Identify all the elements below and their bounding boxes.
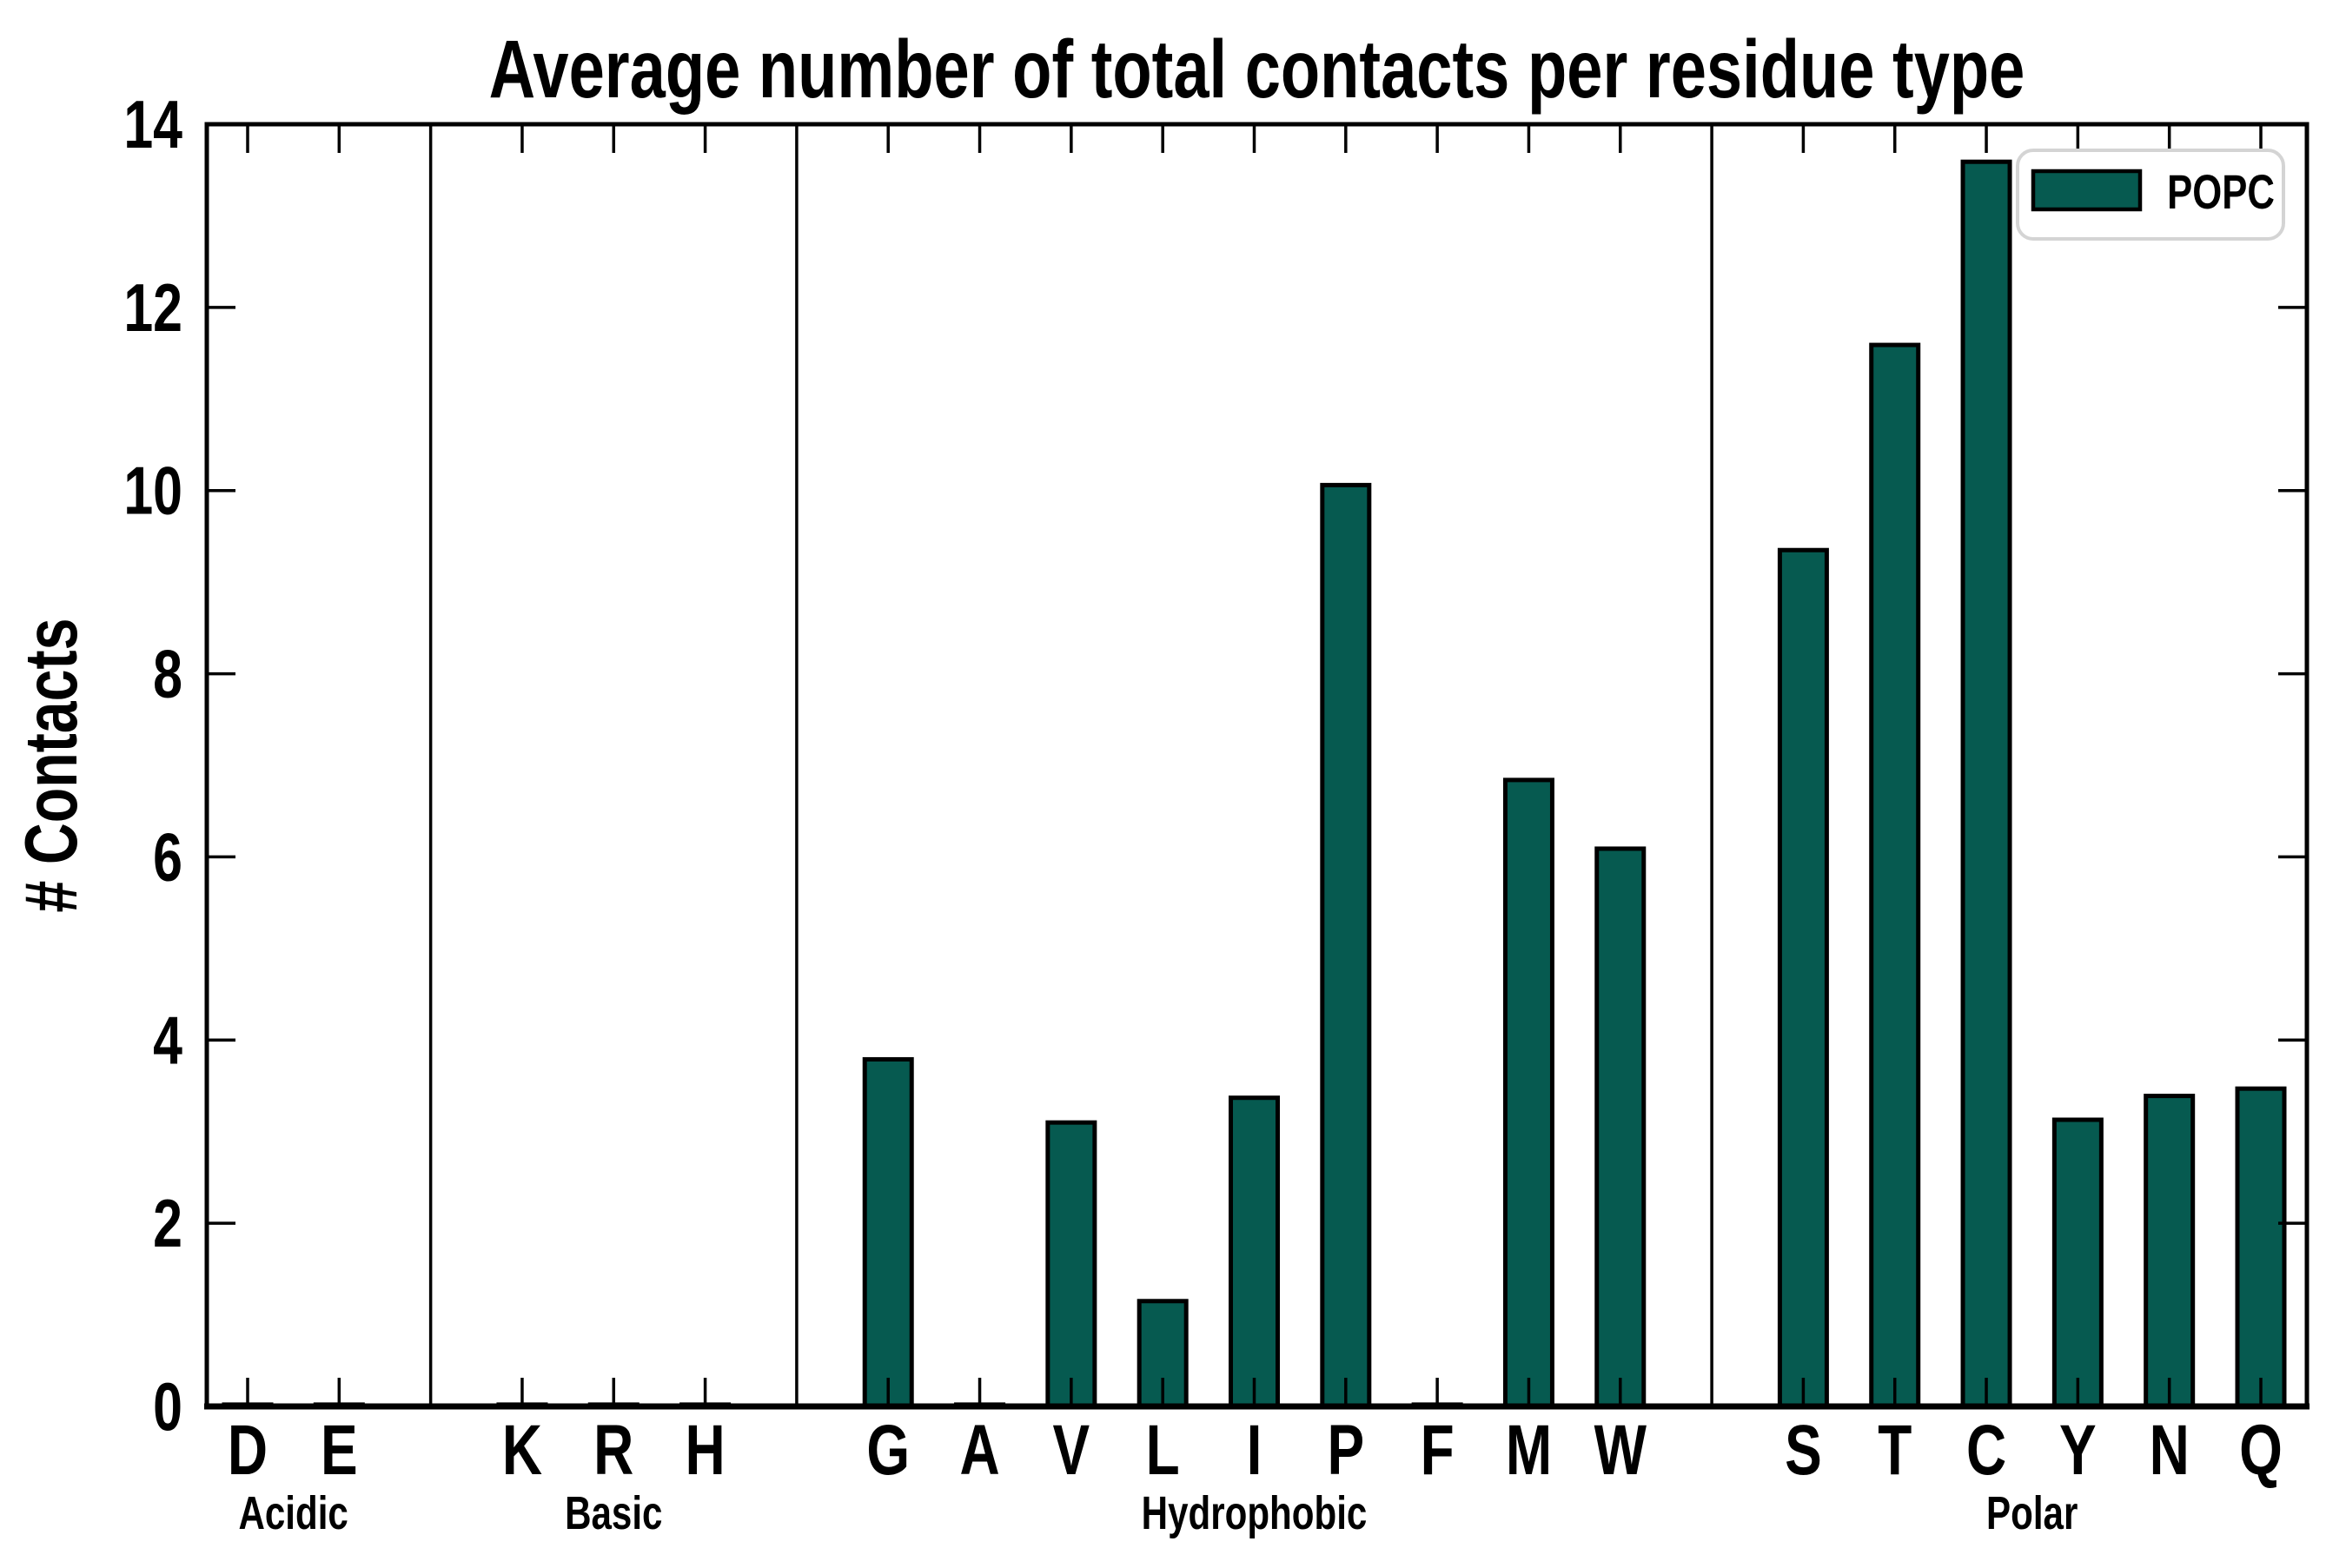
bar-N <box>2144 1094 2196 1409</box>
chart-title: Average number of total contacts per res… <box>489 23 2025 116</box>
bar-P <box>1320 482 1372 1409</box>
bar-S <box>1777 547 1829 1409</box>
x-tick-label-P: P <box>1327 1409 1364 1490</box>
x-tick-label-C: C <box>1966 1409 2006 1490</box>
y-tick-label-10: 10 <box>123 453 182 528</box>
x-tick-label-G: G <box>866 1409 910 1490</box>
x-tick-label-V: V <box>1053 1409 1090 1490</box>
x-tick-label-N: N <box>2150 1409 2190 1490</box>
x-tick-label-F: F <box>1421 1409 1455 1490</box>
x-tick-label-A: A <box>959 1409 999 1490</box>
bar-M <box>1502 777 1554 1409</box>
x-tick-label-S: S <box>1785 1409 1822 1490</box>
y-tick-label-6: 6 <box>153 819 182 895</box>
x-tick-label-W: W <box>1594 1409 1647 1490</box>
x-tick-label-I: I <box>1247 1409 1262 1490</box>
bar-W <box>1594 846 1647 1409</box>
x-tick-label-K: K <box>502 1409 542 1490</box>
bar-V <box>1045 1120 1097 1409</box>
x-tick-label-Y: Y <box>2059 1409 2097 1490</box>
legend-swatch <box>2031 169 2143 212</box>
bar-T <box>1869 342 1921 1409</box>
x-tick-label-L: L <box>1146 1409 1180 1490</box>
y-axis-label: # Contacts <box>10 619 93 913</box>
x-tick-label-E: E <box>321 1409 358 1490</box>
y-tick-label-12: 12 <box>123 270 182 346</box>
group-label-acidic: Acidic <box>238 1487 348 1539</box>
bar-I <box>1229 1095 1280 1409</box>
y-tick-label-0: 0 <box>153 1369 182 1445</box>
y-tick-label-8: 8 <box>153 636 182 711</box>
bar-G <box>862 1056 914 1409</box>
bar-C <box>1960 159 2012 1409</box>
y-tick-label-4: 4 <box>153 1002 182 1078</box>
x-tick-label-M: M <box>1506 1409 1552 1490</box>
group-label-polar: Polar <box>1986 1487 2078 1539</box>
y-tick-label-14: 14 <box>123 87 182 162</box>
group-label-hydrophobic: Hydrophobic <box>1142 1487 1368 1539</box>
x-tick-label-R: R <box>593 1409 633 1490</box>
y-tick-label-2: 2 <box>153 1186 182 1261</box>
bar-Q <box>2235 1086 2287 1409</box>
bar-Y <box>2051 1117 2104 1409</box>
x-tick-label-D: D <box>228 1409 268 1490</box>
group-label-basic: Basic <box>565 1487 662 1539</box>
x-tick-label-Q: Q <box>2239 1409 2283 1490</box>
x-tick-label-H: H <box>686 1409 726 1490</box>
legend-label: POPC <box>2167 165 2275 219</box>
x-tick-label-T: T <box>1878 1409 1912 1490</box>
